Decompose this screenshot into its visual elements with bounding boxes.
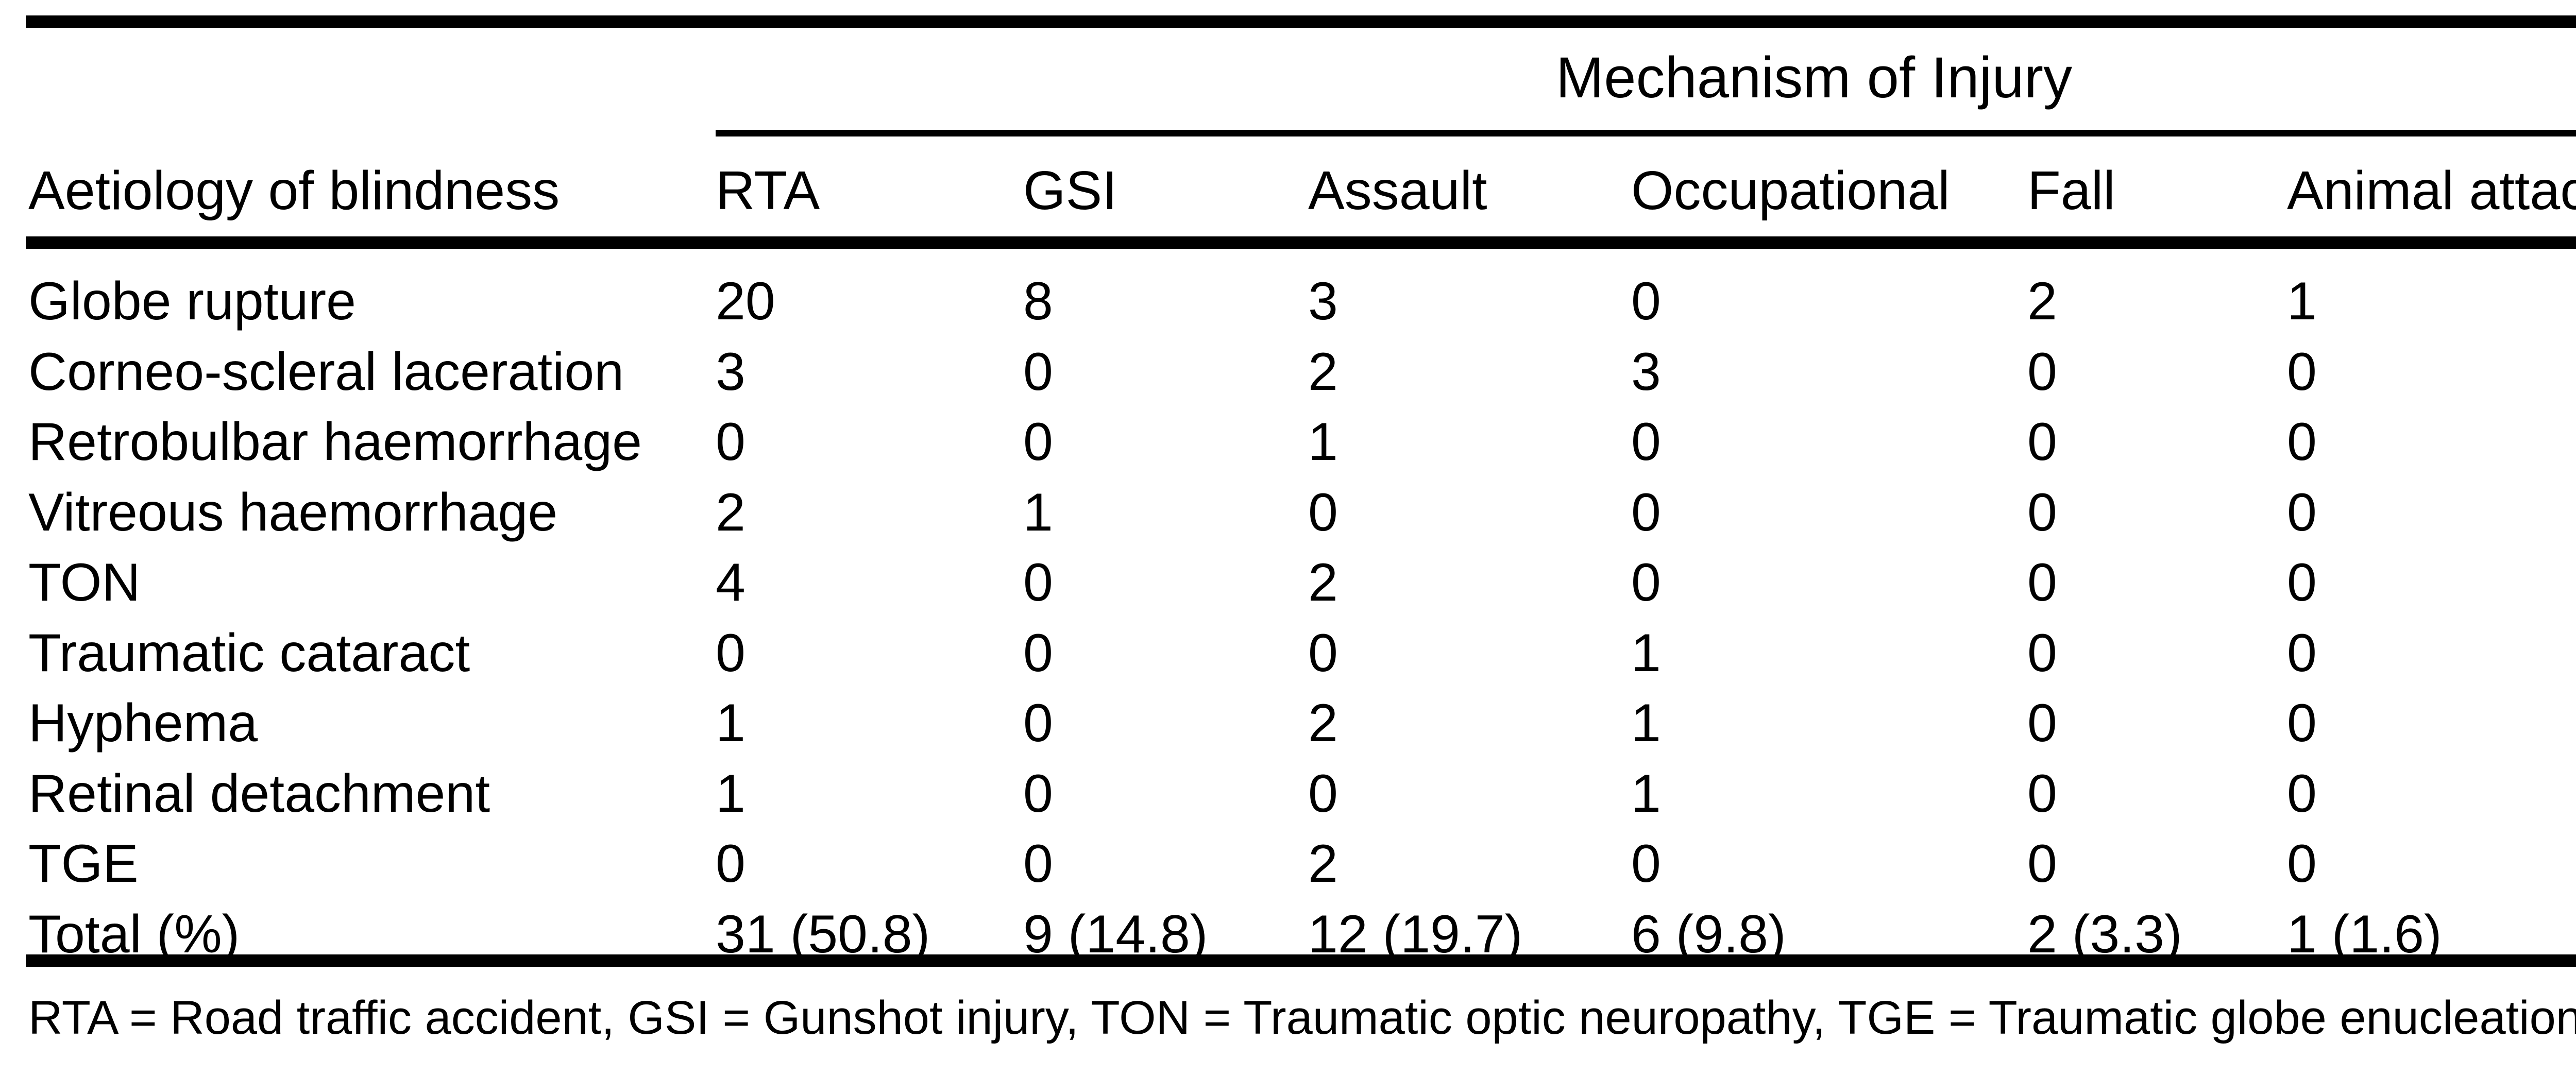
cell-value: 0 xyxy=(2287,553,2317,612)
cell-value: 1 xyxy=(716,693,745,753)
cell-value: 0 xyxy=(2287,693,2317,753)
cell-value: 1 xyxy=(1308,412,1338,472)
row-label: Traumatic cataract xyxy=(28,623,470,683)
table-row: Retrobulbar haemorrhage 0 0 1 0 0 0 1 (1… xyxy=(0,407,2576,477)
row-label: Vitreous haemorrhage xyxy=(28,483,558,542)
cell-value: 31 (50.8) xyxy=(716,904,930,964)
cell-value: 0 xyxy=(2287,412,2317,472)
cell-value: 1 xyxy=(1631,623,1661,683)
table-total-row: Total (%) 31 (50.8) 9 (14.8) 12 (19.7) 6… xyxy=(0,899,2576,970)
column-header-assault: Assault xyxy=(1308,160,1487,221)
cell-value: 0 xyxy=(1631,483,1661,542)
table-row: Hyphema 1 0 2 1 0 0 4 (6.6) xyxy=(0,688,2576,759)
row-label: Corneo-scleral laceration xyxy=(28,342,624,402)
column-header-fall: Fall xyxy=(2027,160,2115,221)
bottom-rule xyxy=(26,954,2576,967)
spanner-header: Mechanism of Injury xyxy=(1555,45,2073,110)
cell-value: 0 xyxy=(1023,412,1053,472)
row-label: Hyphema xyxy=(28,693,258,753)
cell-value: 2 xyxy=(1308,834,1338,894)
cell-value: 0 xyxy=(1631,412,1661,472)
column-header-animal-attacks: Animal attacks xyxy=(2287,160,2576,221)
cell-value: 3 xyxy=(716,342,745,402)
cell-value: 0 xyxy=(1631,834,1661,894)
cell-value: 0 xyxy=(2027,412,2057,472)
cell-value: 2 xyxy=(716,483,745,542)
cell-value: 0 xyxy=(2027,623,2057,683)
cell-value: 0 xyxy=(1023,764,1053,824)
cell-value: 0 xyxy=(1023,553,1053,612)
cell-value: 1 xyxy=(716,764,745,824)
cell-value: 0 xyxy=(2027,483,2057,542)
cell-value: 1 xyxy=(1631,693,1661,753)
cell-value: 0 xyxy=(2287,834,2317,894)
cell-value: 0 xyxy=(1308,623,1338,683)
cell-value: 6 (9.8) xyxy=(1631,904,1786,964)
table-row: Vitreous haemorrhage 2 1 0 0 0 0 3 (4.9) xyxy=(0,477,2576,548)
cell-value: 12 (19.7) xyxy=(1308,904,1523,964)
cell-value: 0 xyxy=(2027,764,2057,824)
cell-value: 0 xyxy=(1023,693,1053,753)
column-header-occupational: Occupational xyxy=(1631,160,1950,221)
cell-value: 8 xyxy=(1023,271,1053,331)
column-header-rta: RTA xyxy=(716,160,820,221)
row-label: TGE xyxy=(28,834,139,894)
cell-value: 0 xyxy=(716,623,745,683)
cell-value: 3 xyxy=(1308,271,1338,331)
cell-value: 4 xyxy=(716,553,745,612)
cell-value: 2 xyxy=(1308,342,1338,402)
spanner-rule xyxy=(716,130,2576,136)
column-header-row: Aetiology of blindness RTA GSI Assault O… xyxy=(0,156,2576,226)
cell-value: 9 (14.8) xyxy=(1023,904,1208,964)
row-label: Retinal detachment xyxy=(28,764,490,824)
row-label: Retrobulbar haemorrhage xyxy=(28,412,642,472)
cell-value: 0 xyxy=(2027,342,2057,402)
cell-value: 20 xyxy=(716,271,775,331)
cell-value: 1 xyxy=(2287,271,2317,331)
cell-value: 0 xyxy=(2287,483,2317,542)
cell-value: 2 xyxy=(1308,693,1338,753)
table-row: Corneo-scleral laceration 3 0 2 3 0 0 8 … xyxy=(0,337,2576,407)
cell-value: 1 xyxy=(1023,483,1053,542)
table-row: TGE 0 0 2 0 0 0 2 (3.3) xyxy=(0,829,2576,899)
cell-value: 0 xyxy=(2027,553,2057,612)
cell-value: 0 xyxy=(1631,271,1661,331)
cell-value: 1 xyxy=(1631,764,1661,824)
table-row: Traumatic cataract 0 0 0 1 0 0 1 (1.6) xyxy=(0,618,2576,689)
row-label: TON xyxy=(28,553,141,612)
header-rule xyxy=(26,236,2576,249)
column-header-gsi: GSI xyxy=(1023,160,1117,221)
cell-value: 2 xyxy=(2027,271,2057,331)
cell-value: 0 xyxy=(1023,342,1053,402)
table-row: TON 4 0 2 0 0 0 6 (9.8) xyxy=(0,548,2576,618)
table-row: Retinal detachment 1 0 0 1 0 0 2 (3.3) xyxy=(0,759,2576,829)
cell-value: 0 xyxy=(2287,623,2317,683)
cell-value: 0 xyxy=(2027,693,2057,753)
top-rule xyxy=(26,15,2576,28)
cell-value: 0 xyxy=(1631,553,1661,612)
cell-value: 0 xyxy=(2287,342,2317,402)
cell-value: 0 xyxy=(1308,483,1338,542)
table-footnote: RTA = Road traffic accident, GSI = Gunsh… xyxy=(28,992,2576,1044)
table-row: Globe rupture 20 8 3 0 2 1 34 (55.7) xyxy=(0,266,2576,337)
stub-header: Aetiology of blindness xyxy=(28,160,560,221)
row-label: Total (%) xyxy=(28,904,240,964)
cell-value: 0 xyxy=(2027,834,2057,894)
cell-value: 0 xyxy=(1023,834,1053,894)
row-label: Globe rupture xyxy=(28,271,356,331)
cell-value: 3 xyxy=(1631,342,1661,402)
cell-value: 1 (1.6) xyxy=(2287,904,2442,964)
cell-value: 0 xyxy=(1023,623,1053,683)
cell-value: 2 xyxy=(1308,553,1338,612)
cell-value: 0 xyxy=(716,834,745,894)
cell-value: 0 xyxy=(2287,764,2317,824)
cell-value: 0 xyxy=(1308,764,1338,824)
cell-value: 0 xyxy=(716,412,745,472)
cell-value: 2 (3.3) xyxy=(2027,904,2182,964)
